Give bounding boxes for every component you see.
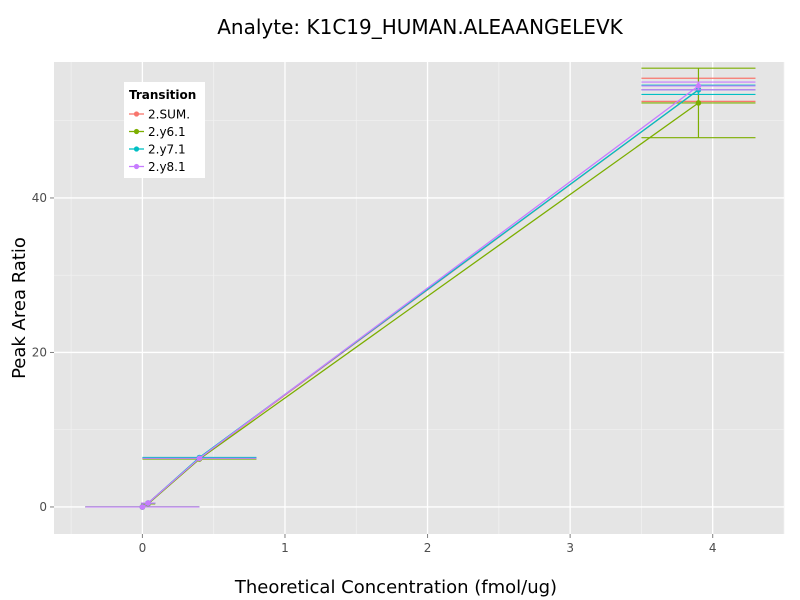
- data-point: [695, 100, 702, 106]
- legend-item: 2.y6.1: [129, 125, 186, 139]
- x-tick-label: 3: [566, 541, 574, 555]
- legend: Transition 2.SUM. 2.y6.1 2.y7.1 2.y8.1: [124, 82, 205, 178]
- x-axis-title: Theoretical Concentration (fmol/ug): [234, 577, 557, 598]
- data-point: [196, 455, 203, 462]
- legend-label: 2.SUM.: [148, 108, 190, 122]
- series-line: [142, 85, 699, 508]
- x-tick-label: 1: [281, 541, 289, 555]
- legend-items: 2.SUM. 2.y6.1 2.y7.1 2.y8.1: [129, 108, 190, 174]
- x-tick-label: 4: [709, 541, 717, 555]
- legend-item: 2.y8.1: [129, 160, 186, 174]
- x-tick-label: 2: [424, 541, 432, 555]
- y-tick-label: 0: [39, 500, 47, 514]
- legend-item: 2.SUM.: [129, 108, 190, 122]
- legend-label: 2.y8.1: [148, 160, 186, 174]
- legend-label: 2.y6.1: [148, 125, 186, 139]
- legend-key-point: [133, 111, 140, 117]
- y-axis-ticks: 0 20 40: [32, 191, 54, 514]
- minor-gridlines: [54, 62, 785, 534]
- x-tick-label: 0: [139, 541, 147, 555]
- data-point: [145, 500, 151, 506]
- chart-title: Analyte: K1C19_HUMAN.ALEAANGELEVK: [217, 15, 623, 39]
- y-tick-label: 20: [32, 345, 47, 359]
- legend-key-point: [133, 128, 140, 135]
- legend-item: 2.y7.1: [129, 143, 186, 157]
- legend-label: 2.y7.1: [148, 143, 186, 157]
- legend-key-point: [133, 163, 140, 170]
- series-layer: [85, 67, 756, 510]
- legend-key-point: [133, 146, 140, 152]
- y-axis-title: Peak Area Ratio: [9, 237, 30, 379]
- legend-title: Transition: [129, 88, 196, 102]
- data-point: [695, 83, 702, 89]
- series-2-y8-1: [85, 81, 756, 510]
- data-point: [139, 504, 146, 510]
- y-tick-label: 40: [32, 191, 47, 205]
- x-axis-ticks: 0 1 2 3 4: [139, 534, 717, 555]
